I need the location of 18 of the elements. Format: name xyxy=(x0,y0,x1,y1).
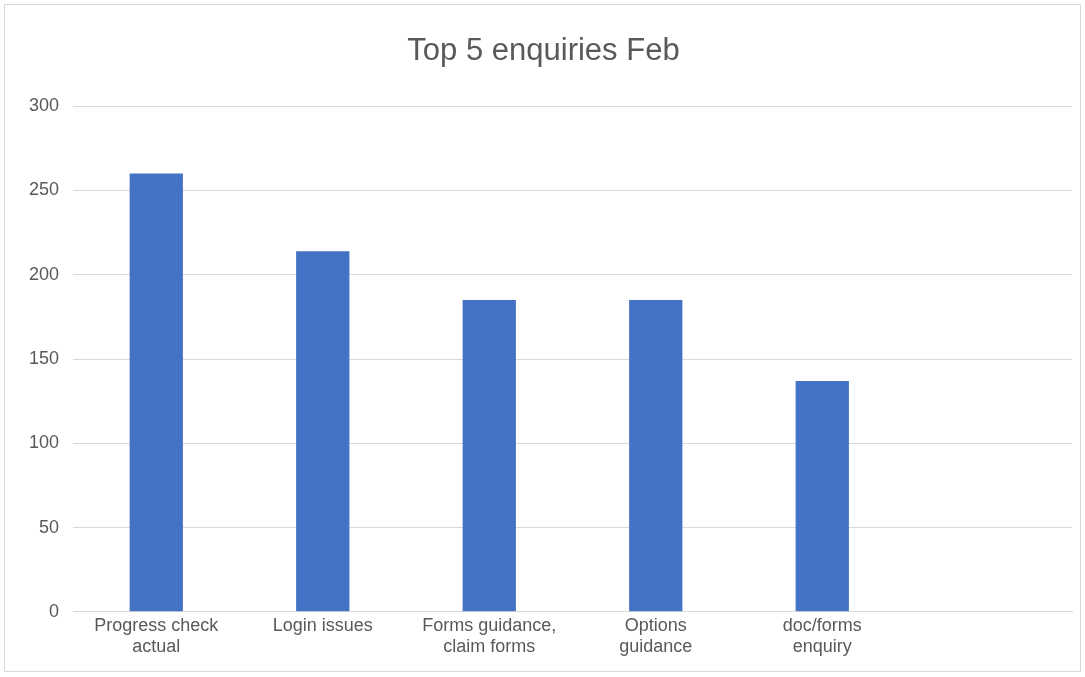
y-tick-label: 0 xyxy=(49,600,60,621)
y-tick-label: 200 xyxy=(28,263,60,284)
y-tick-label: 100 xyxy=(28,432,60,453)
chart-title: Top 5 enquiries Feb xyxy=(407,32,680,68)
bar xyxy=(129,173,183,612)
x-tick-label: Forms guidance, claim forms xyxy=(422,614,557,657)
y-tick-label: 150 xyxy=(28,347,60,368)
x-tick-label: Progress check actual xyxy=(94,614,220,657)
bar xyxy=(462,300,516,612)
bar xyxy=(629,300,683,612)
x-tick-label: Login issues xyxy=(272,614,373,635)
x-tick-label: Options guidance xyxy=(619,614,693,657)
bar xyxy=(795,380,849,612)
y-tick-label: 300 xyxy=(28,95,60,116)
x-tick-label: doc/forms enquiry xyxy=(782,614,862,657)
y-tick-label: 50 xyxy=(39,516,60,537)
y-tick-label: 250 xyxy=(28,179,60,200)
bar xyxy=(296,251,350,612)
